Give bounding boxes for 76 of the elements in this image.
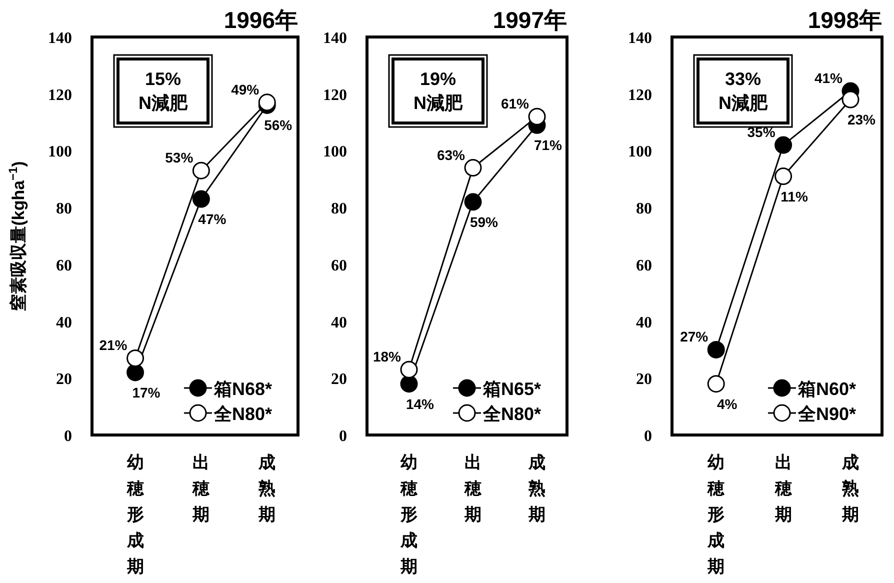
annotation: 59% xyxy=(470,214,499,230)
point xyxy=(528,108,546,126)
point xyxy=(707,340,725,358)
annotation: 14% xyxy=(406,396,435,412)
legend-label: 全N80* xyxy=(213,404,272,424)
x-tick-label: 成熟期 xyxy=(528,453,546,524)
y-tick-label: 20 xyxy=(56,371,72,388)
y-tick-label: 120 xyxy=(48,86,72,104)
y-tick-label: 120 xyxy=(323,86,347,104)
annotation: 53% xyxy=(165,150,194,166)
y-tick-label: 0 xyxy=(64,428,72,445)
x-tick-label: 出穂期 xyxy=(464,453,482,524)
annotation: 27% xyxy=(680,328,709,345)
y-tick-label: 40 xyxy=(636,314,652,332)
legend-label: 全N90* xyxy=(797,404,856,424)
y-tick-label: 140 xyxy=(323,30,347,47)
y-tick-label: 80 xyxy=(56,200,72,218)
point xyxy=(842,90,860,108)
y-tick-label: 60 xyxy=(331,257,347,274)
legend-label: 箱N68* xyxy=(213,379,272,399)
y-tick-label: 80 xyxy=(331,200,347,218)
y-tick-label: 60 xyxy=(56,257,72,274)
x-tick-label: 出穂期 xyxy=(192,453,211,524)
point xyxy=(774,136,792,154)
x-tick-label: 幼穂形成期 xyxy=(400,453,418,576)
annotation: 61% xyxy=(500,96,530,112)
point xyxy=(126,364,144,382)
y-tick-label: 140 xyxy=(628,30,652,47)
annotation: 19% N減肥 xyxy=(414,69,464,113)
y-tick-label: 140 xyxy=(48,30,72,47)
annotation: 4% xyxy=(716,396,738,412)
legend-label: 箱N65* xyxy=(482,379,542,399)
annotation: 47% xyxy=(198,211,227,228)
point xyxy=(774,168,792,186)
annotation: 56% xyxy=(264,117,293,134)
chart-title: 1997年 xyxy=(492,7,567,33)
y-tick-label: 60 xyxy=(636,257,652,274)
y-tick-label: 40 xyxy=(56,314,72,332)
point xyxy=(464,159,482,177)
chart-title: 1998年 xyxy=(808,7,882,33)
x-tick-label: 成熟期 xyxy=(258,453,276,524)
point xyxy=(464,193,482,211)
point xyxy=(400,360,418,378)
annotation: 41% xyxy=(814,70,844,86)
chart-title: 1996年 xyxy=(224,7,298,33)
y-tick-label: 0 xyxy=(339,428,347,445)
y-tick-label: 120 xyxy=(628,86,652,104)
annotation: 11% xyxy=(780,188,808,204)
y-tick-label: 100 xyxy=(48,144,72,161)
x-tick-label: 出穂期 xyxy=(774,453,793,524)
point xyxy=(126,349,144,367)
y-tick-label: 40 xyxy=(331,314,347,332)
y-tick-label: 20 xyxy=(331,371,347,388)
annotation: 21% xyxy=(99,337,128,354)
annotation: 23% xyxy=(847,112,876,128)
y-tick-label: 0 xyxy=(644,428,652,445)
y-tick-label: 80 xyxy=(636,200,652,218)
x-tick-label: 幼穂形成期 xyxy=(706,453,726,576)
legend-label: 全N80* xyxy=(482,404,542,424)
annotation: 17% xyxy=(132,384,161,400)
annotation: 63% xyxy=(436,146,466,163)
y-tick-label: 20 xyxy=(636,371,652,388)
annotation: 71% xyxy=(534,137,563,154)
legend-label: 箱N60* xyxy=(797,379,856,399)
annotation: 33% N減肥 xyxy=(718,69,768,113)
y-tick-label: 100 xyxy=(323,144,347,161)
y-tick-label: 100 xyxy=(628,144,652,161)
point xyxy=(192,162,210,180)
point xyxy=(192,190,210,208)
annotation: 49% xyxy=(231,81,260,98)
annotation: 15% N減肥 xyxy=(138,69,188,113)
x-tick-label: 成熟期 xyxy=(841,453,859,524)
annotation: 18% xyxy=(372,348,402,365)
annotation: 35% xyxy=(747,124,776,140)
point xyxy=(400,375,418,393)
x-tick-label: 幼穂形成期 xyxy=(126,453,145,576)
